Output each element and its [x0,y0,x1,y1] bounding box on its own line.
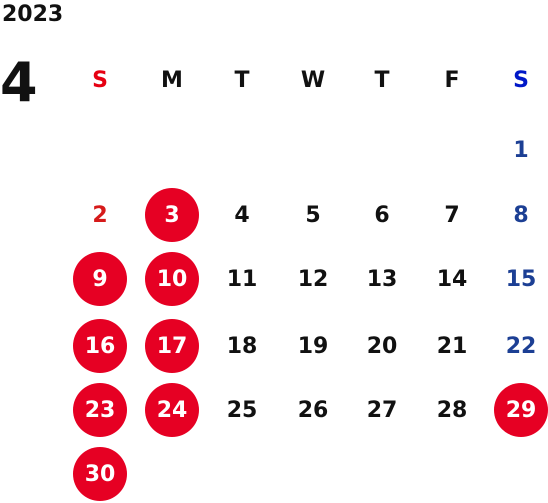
day-cell[interactable]: 15 [505,266,537,292]
day-cell[interactable]: 12 [297,266,329,292]
holiday-day-cell[interactable]: 30 [73,447,127,501]
weekday-header-fri: F [444,67,460,93]
day-cell[interactable]: 19 [297,333,329,359]
day-cell[interactable]: 22 [505,333,537,359]
weekday-header-sun: S [92,67,108,93]
day-cell[interactable]: 21 [436,333,468,359]
month-number: 4 [0,51,38,114]
day-cell[interactable]: 4 [234,202,250,228]
year-label: 2023 [2,2,64,27]
holiday-day-cell[interactable]: 17 [145,319,199,373]
holiday-day-cell[interactable]: 9 [73,252,127,306]
day-cell[interactable]: 27 [366,397,398,423]
holiday-day-cell[interactable]: 10 [145,252,199,306]
day-cell[interactable]: 2 [92,202,108,228]
day-cell[interactable]: 1 [513,137,529,163]
day-cell[interactable]: 13 [366,266,398,292]
weekday-header-wed: W [300,67,326,93]
weekday-header-thu: T [374,67,390,93]
holiday-day-cell[interactable]: 16 [73,319,127,373]
holiday-day-cell[interactable]: 3 [145,188,199,242]
day-cell[interactable]: 5 [305,202,321,228]
holiday-day-cell[interactable]: 24 [145,383,199,437]
day-cell[interactable]: 18 [226,333,258,359]
day-cell[interactable]: 11 [226,266,258,292]
day-cell[interactable]: 25 [226,397,258,423]
day-cell[interactable]: 8 [513,202,529,228]
day-cell[interactable]: 28 [436,397,468,423]
weekday-header-mon: M [161,67,183,93]
holiday-day-cell[interactable]: 29 [494,383,548,437]
day-cell[interactable]: 14 [436,266,468,292]
day-cell[interactable]: 26 [297,397,329,423]
day-cell[interactable]: 6 [374,202,390,228]
holiday-day-cell[interactable]: 23 [73,383,127,437]
day-cell[interactable]: 20 [366,333,398,359]
day-cell[interactable]: 7 [444,202,460,228]
weekday-header-sat: S [513,67,529,93]
weekday-header-tue: T [234,67,250,93]
